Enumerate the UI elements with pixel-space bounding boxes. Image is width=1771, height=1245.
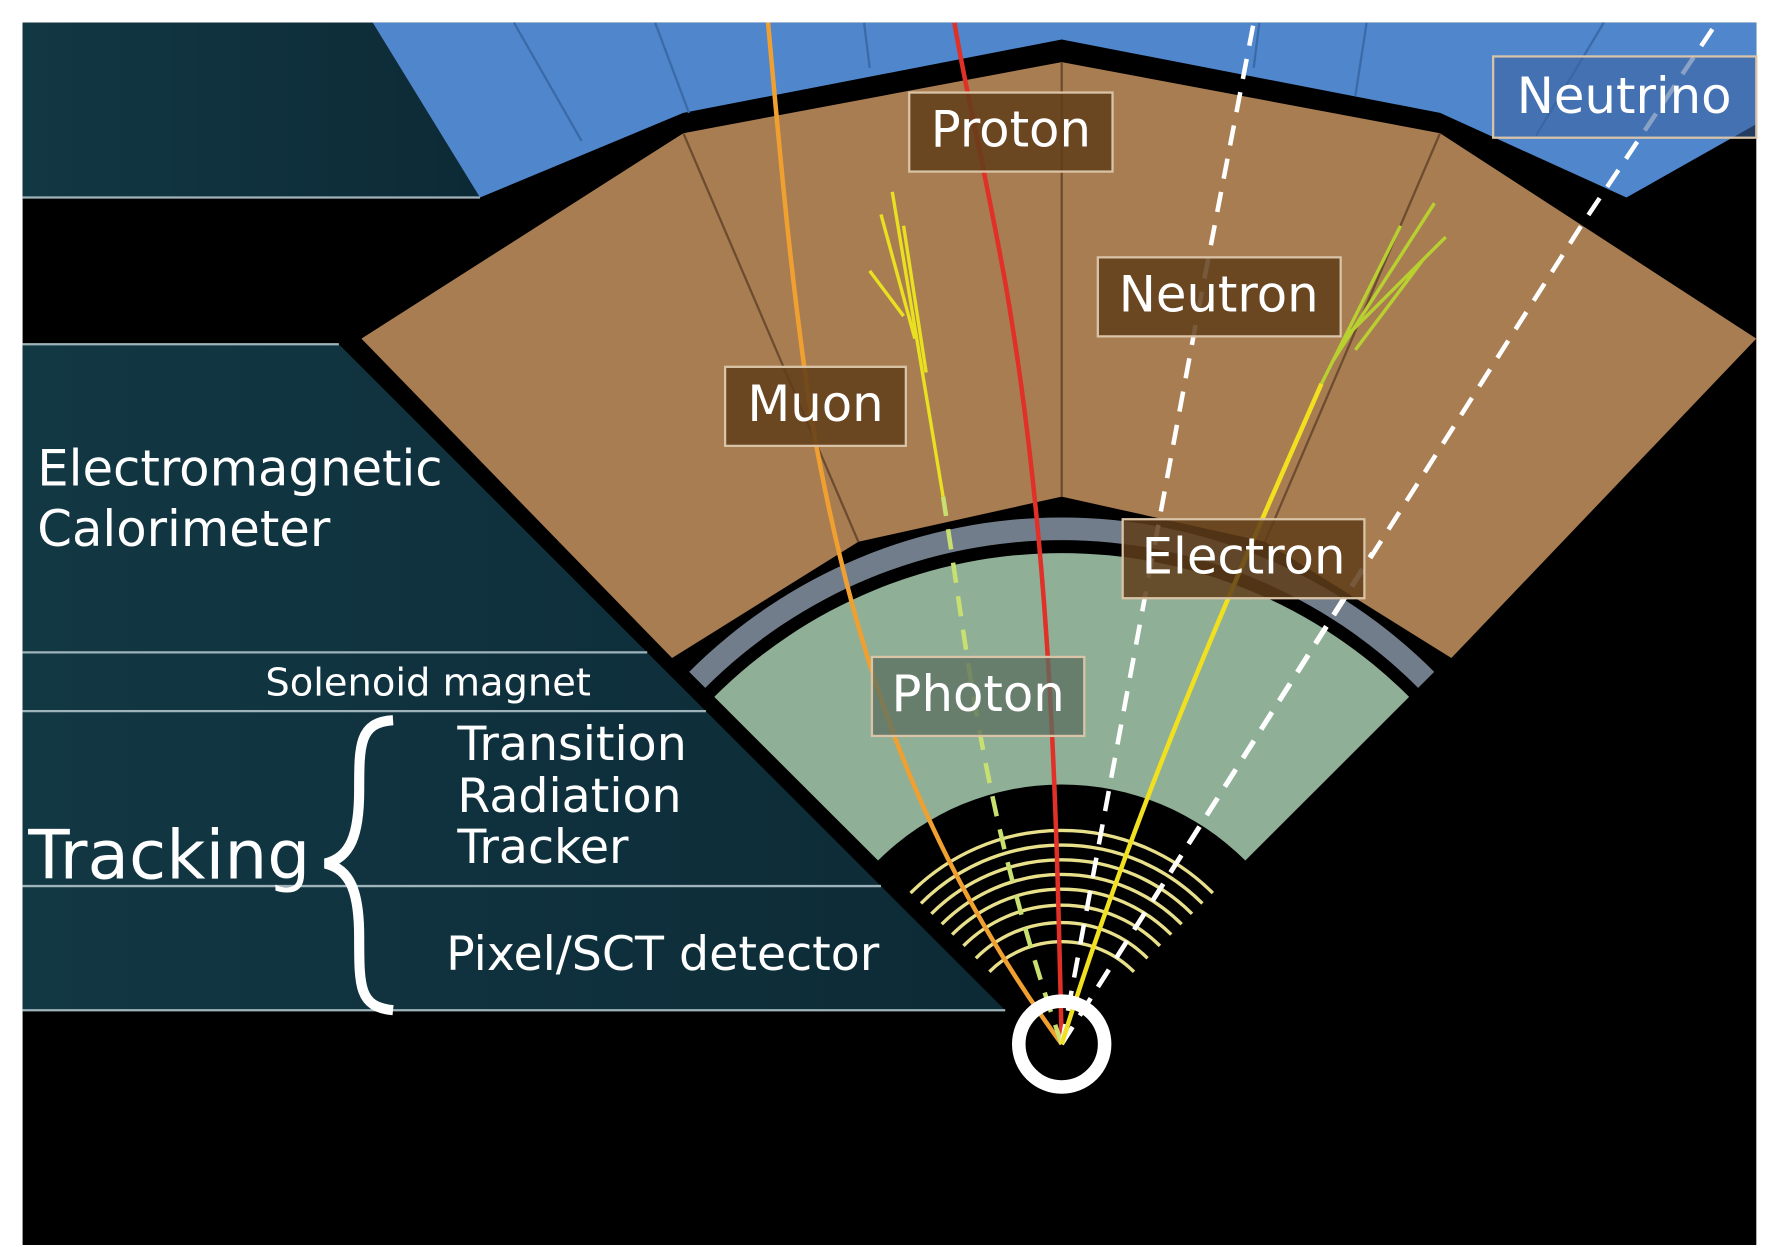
brace <box>323 715 394 1016</box>
label-text: Photon <box>891 665 1064 723</box>
particle-label: Neutron <box>1096 256 1342 338</box>
particle-label: Muon <box>723 365 907 447</box>
label-box <box>723 365 907 447</box>
label-text: Electron <box>1142 527 1346 585</box>
extra-track <box>1059 551 1375 1046</box>
electron-track <box>1059 382 1324 1045</box>
neutron-track <box>1059 22 1256 1045</box>
label-text: Proton <box>931 101 1091 159</box>
label-box <box>1492 55 1758 139</box>
layer-label: Transition <box>456 717 686 772</box>
label-text: Neutrino <box>1517 67 1732 125</box>
outer-region <box>372 22 1757 198</box>
panel-top <box>22 22 481 198</box>
label-box <box>870 655 1086 738</box>
electron-shower <box>1319 202 1447 385</box>
dividers <box>22 343 1006 1012</box>
label-text: Neutron <box>1119 265 1319 323</box>
label-box <box>1096 256 1342 338</box>
layer-label: Radiation <box>457 769 681 824</box>
muon-track <box>765 22 1064 1046</box>
photon-shower <box>868 191 945 497</box>
particle-label: Neutrino <box>1492 55 1758 139</box>
particle-label: Photon <box>870 655 1086 738</box>
particle-label: Electron <box>1121 518 1366 600</box>
group-label: Tracking <box>27 816 310 895</box>
panel-layers <box>22 344 1006 1011</box>
interaction-point <box>1012 994 1112 1094</box>
label-box <box>1121 518 1366 600</box>
label-box <box>908 91 1114 173</box>
label-text: Muon <box>747 375 883 433</box>
layer-label: Pixel/SCT detector <box>446 927 880 982</box>
layer-label: Solenoid magnet <box>265 661 590 706</box>
layer-label: Calorimeter <box>37 500 331 558</box>
photon-track <box>940 496 1064 1045</box>
particle-label: Proton <box>908 91 1114 173</box>
layer-label: Electromagnetic <box>37 439 442 497</box>
layer-label: Tracker <box>456 820 629 875</box>
